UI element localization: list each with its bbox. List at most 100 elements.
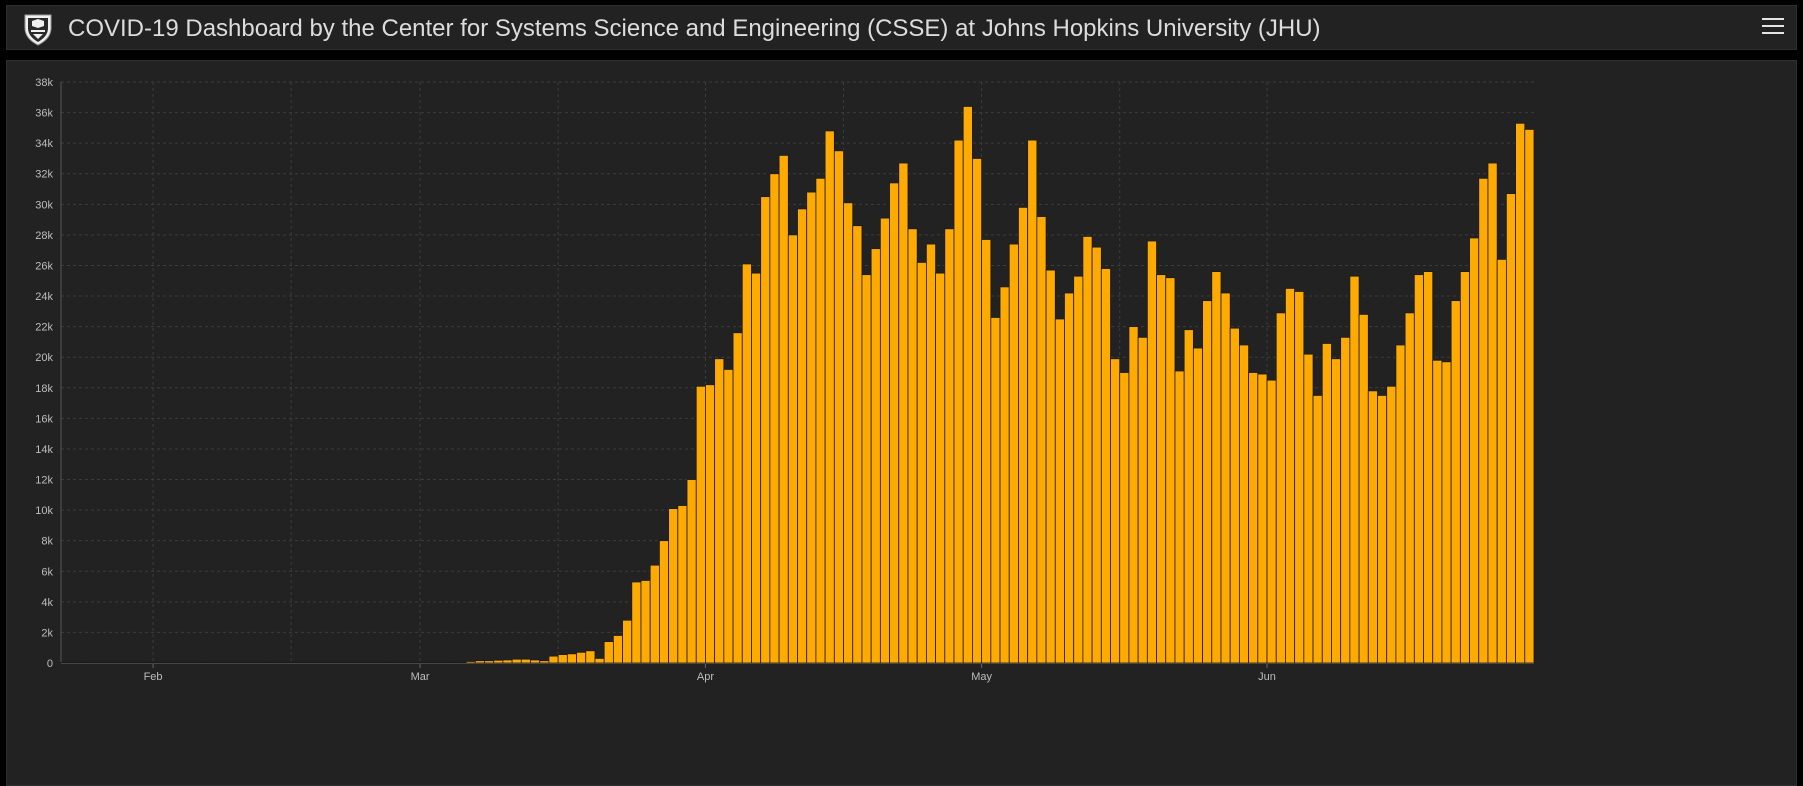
bar[interactable]	[1321, 343, 1332, 664]
bar[interactable]	[612, 635, 623, 664]
bar[interactable]	[1340, 336, 1351, 664]
bar[interactable]	[833, 150, 844, 664]
bar[interactable]	[751, 272, 762, 664]
bar[interactable]	[1413, 274, 1424, 664]
bar[interactable]	[1395, 344, 1406, 664]
bar[interactable]	[705, 384, 716, 664]
bar[interactable]	[456, 662, 467, 664]
bar[interactable]	[382, 662, 393, 664]
bar[interactable]	[870, 248, 881, 664]
bar[interactable]	[769, 173, 780, 664]
bar[interactable]	[640, 580, 651, 664]
bar[interactable]	[484, 660, 495, 664]
bar[interactable]	[125, 662, 136, 664]
bar[interactable]	[1073, 275, 1084, 664]
bar[interactable]	[695, 385, 706, 664]
bar[interactable]	[944, 228, 955, 664]
bar[interactable]	[88, 662, 99, 664]
bar[interactable]	[1515, 122, 1526, 664]
bar[interactable]	[1156, 274, 1167, 664]
bar[interactable]	[97, 662, 108, 664]
bar[interactable]	[447, 662, 458, 664]
bar[interactable]	[318, 662, 329, 664]
bar[interactable]	[972, 158, 983, 664]
bar[interactable]	[1082, 236, 1093, 664]
bar[interactable]	[327, 662, 338, 664]
bar[interactable]	[1303, 353, 1314, 664]
bar[interactable]	[760, 196, 771, 664]
bar[interactable]	[1331, 358, 1342, 664]
bar[interactable]	[465, 661, 476, 664]
bar[interactable]	[428, 662, 439, 664]
bar[interactable]	[1045, 269, 1056, 664]
bar[interactable]	[1505, 193, 1516, 664]
bar[interactable]	[1174, 370, 1185, 664]
bar[interactable]	[180, 662, 191, 664]
bar[interactable]	[843, 202, 854, 664]
bar[interactable]	[1036, 216, 1047, 664]
bar[interactable]	[806, 191, 817, 664]
bar[interactable]	[539, 660, 550, 664]
bar[interactable]	[1192, 347, 1203, 664]
bar[interactable]	[1496, 258, 1507, 664]
bar[interactable]	[797, 208, 808, 664]
bar[interactable]	[990, 317, 1001, 664]
bar[interactable]	[815, 177, 826, 664]
bar[interactable]	[1367, 390, 1378, 664]
bar[interactable]	[392, 662, 403, 664]
bar[interactable]	[1100, 268, 1111, 664]
bar[interactable]	[299, 662, 310, 664]
bar[interactable]	[649, 564, 660, 664]
bar[interactable]	[1441, 361, 1452, 664]
bar[interactable]	[511, 658, 522, 664]
bar[interactable]	[1275, 312, 1286, 664]
bar[interactable]	[741, 263, 752, 664]
bar[interactable]	[925, 243, 937, 664]
bar[interactable]	[557, 654, 568, 664]
bar[interactable]	[419, 662, 430, 664]
bar[interactable]	[1349, 275, 1360, 664]
bar[interactable]	[1312, 395, 1323, 664]
bar[interactable]	[1128, 326, 1139, 664]
bar[interactable]	[1119, 372, 1130, 664]
bar[interactable]	[787, 234, 798, 664]
bar[interactable]	[373, 662, 384, 664]
bar[interactable]	[226, 662, 237, 664]
bar[interactable]	[981, 239, 992, 664]
bar[interactable]	[207, 662, 218, 664]
bar[interactable]	[1377, 395, 1388, 664]
bar[interactable]	[493, 659, 504, 664]
bar[interactable]	[778, 154, 789, 664]
bar[interactable]	[603, 641, 614, 664]
bar[interactable]	[907, 228, 918, 664]
bar[interactable]	[502, 659, 513, 664]
bar[interactable]	[1358, 313, 1369, 664]
bar[interactable]	[548, 655, 559, 664]
bar[interactable]	[60, 662, 71, 664]
bar[interactable]	[723, 369, 734, 664]
bar[interactable]	[659, 540, 670, 664]
bar[interactable]	[1386, 385, 1397, 664]
bar[interactable]	[879, 217, 890, 664]
bar[interactable]	[171, 662, 182, 664]
bar[interactable]	[263, 662, 274, 664]
bar[interactable]	[198, 662, 209, 664]
bar[interactable]	[1165, 277, 1176, 664]
bar[interactable]	[732, 332, 743, 664]
bar[interactable]	[189, 662, 200, 664]
bar[interactable]	[290, 662, 301, 664]
bar[interactable]	[1524, 129, 1535, 664]
bar[interactable]	[115, 662, 126, 664]
bar[interactable]	[244, 662, 255, 664]
bar[interactable]	[1423, 271, 1434, 664]
bar[interactable]	[281, 662, 292, 664]
bar[interactable]	[1450, 300, 1461, 664]
bar[interactable]	[1008, 243, 1019, 664]
bar[interactable]	[1239, 344, 1250, 664]
bar[interactable]	[530, 659, 541, 664]
bar[interactable]	[217, 662, 228, 664]
bar[interactable]	[1064, 292, 1075, 664]
bar[interactable]	[474, 660, 485, 664]
bar[interactable]	[668, 508, 679, 664]
bar[interactable]	[1220, 292, 1231, 664]
